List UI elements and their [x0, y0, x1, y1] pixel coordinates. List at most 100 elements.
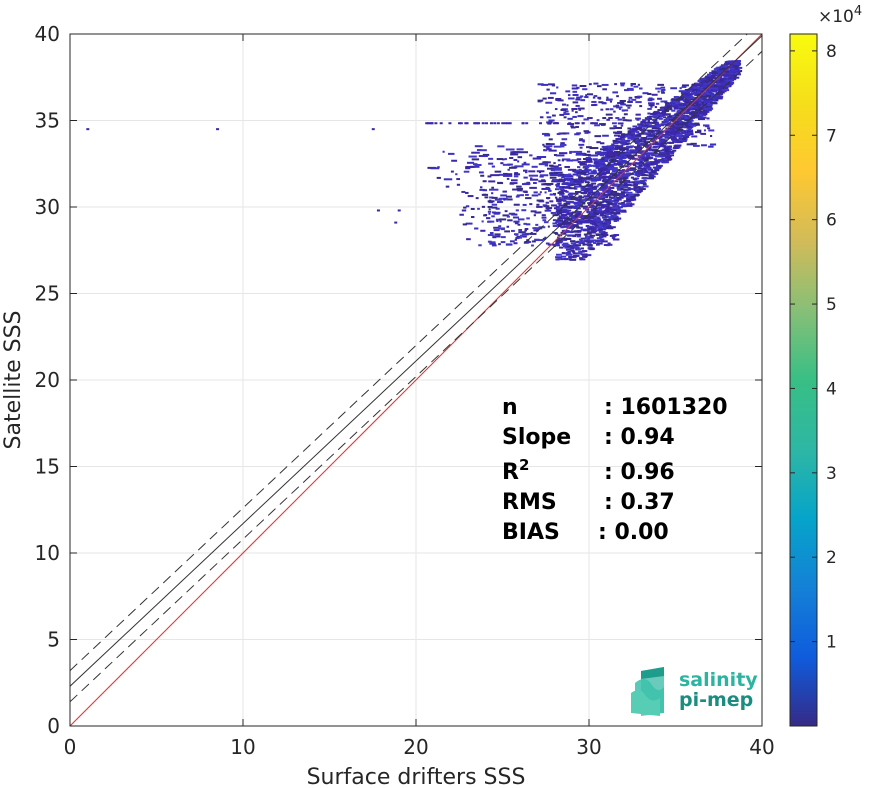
- density-cell: [560, 145, 565, 148]
- density-cell: [732, 76, 737, 79]
- density-cell: [535, 223, 539, 226]
- density-cell: [557, 159, 561, 162]
- density-cell: [636, 175, 641, 178]
- density-cell: [563, 225, 569, 228]
- density-cell: [587, 131, 591, 134]
- density-cell: [648, 97, 653, 100]
- density-cell: [671, 131, 675, 134]
- density-cell: [632, 164, 637, 167]
- density-cell: [608, 194, 611, 197]
- density-cell: [492, 211, 496, 214]
- density-cell: [607, 202, 613, 205]
- density-cell: [728, 71, 734, 74]
- density-cell: [496, 158, 503, 161]
- density-cell: [598, 197, 603, 200]
- density-cell: [630, 84, 633, 87]
- density-cell: [583, 158, 592, 161]
- density-cell: [582, 171, 587, 174]
- density-cell: [615, 126, 622, 129]
- x-tick-label: 30: [576, 735, 601, 759]
- density-cell: [563, 116, 567, 119]
- density-cell: [686, 115, 690, 118]
- density-cell: [556, 182, 561, 185]
- density-cell: [656, 125, 661, 128]
- density-cell: [546, 197, 550, 200]
- density-cell: [589, 228, 595, 231]
- density-cell: [618, 107, 622, 110]
- density-cell: [600, 222, 608, 225]
- density-cell: [553, 167, 562, 170]
- density-cell: [596, 190, 600, 193]
- density-cell: [606, 167, 609, 170]
- density-cell: [672, 149, 677, 152]
- density-cell: [470, 207, 475, 210]
- density-cell: [557, 222, 565, 225]
- density-cell: [493, 229, 500, 232]
- density-cell: [707, 127, 711, 130]
- density-cell: [620, 192, 625, 195]
- density-cell: [611, 226, 616, 229]
- density-cell: [672, 136, 677, 139]
- density-cell: [465, 222, 473, 225]
- density-cell: [575, 198, 581, 201]
- density-cell: [588, 160, 591, 163]
- density-cell: [465, 191, 469, 194]
- density-cell: [487, 210, 492, 213]
- density-cell: [688, 95, 694, 98]
- density-cell: [602, 235, 607, 238]
- density-cell: [587, 227, 594, 230]
- density-cell: [626, 183, 630, 186]
- density-cell: [696, 106, 701, 109]
- density-cell: [598, 230, 604, 233]
- density-cell: [516, 185, 522, 188]
- density-cell: [720, 66, 725, 69]
- density-cell: [643, 171, 649, 174]
- density-cell: [572, 115, 577, 118]
- density-cell: [573, 254, 577, 257]
- density-cell: [699, 113, 703, 116]
- density-cell: [565, 251, 571, 254]
- density-cell: [616, 209, 623, 212]
- density-cell: [572, 230, 580, 233]
- density-cell: [652, 138, 655, 141]
- density-cell: [595, 219, 598, 222]
- density-cell: [561, 252, 565, 255]
- density-cell: [564, 258, 569, 261]
- density-cell: [425, 122, 429, 125]
- density-cell: [594, 135, 602, 138]
- reference-line: [70, 34, 749, 672]
- density-cell: [691, 83, 699, 86]
- density-cell: [592, 205, 598, 208]
- density-cell: [575, 111, 578, 114]
- density-cell: [637, 83, 640, 86]
- density-cell: [573, 150, 583, 153]
- density-cell: [556, 212, 563, 215]
- density-cell: [696, 88, 704, 91]
- density-cell: [545, 142, 551, 145]
- density-cell: [626, 193, 630, 196]
- density-cell: [616, 156, 621, 159]
- density-cell: [643, 165, 647, 168]
- density-cell: [714, 99, 719, 102]
- density-cell: [584, 96, 589, 99]
- density-cell: [592, 186, 597, 189]
- density-cell: [600, 142, 605, 145]
- density-cell: [628, 187, 634, 190]
- density-cell: [510, 151, 520, 154]
- density-cell: [679, 121, 684, 124]
- density-cell: [560, 214, 568, 217]
- density-cell: [489, 188, 499, 191]
- density-cell: [632, 125, 636, 128]
- density-cell: [655, 122, 660, 125]
- density-cell: [577, 230, 582, 233]
- density-cell: [491, 203, 498, 206]
- density-cell: [622, 184, 628, 187]
- density-cell: [541, 216, 547, 219]
- density-cell: [537, 211, 542, 214]
- density-cell: [551, 84, 556, 87]
- density-cell: [602, 205, 610, 208]
- density-cell: [621, 173, 626, 176]
- density-cell: [606, 118, 610, 121]
- density-cell: [661, 140, 667, 143]
- density-cell: [506, 122, 510, 125]
